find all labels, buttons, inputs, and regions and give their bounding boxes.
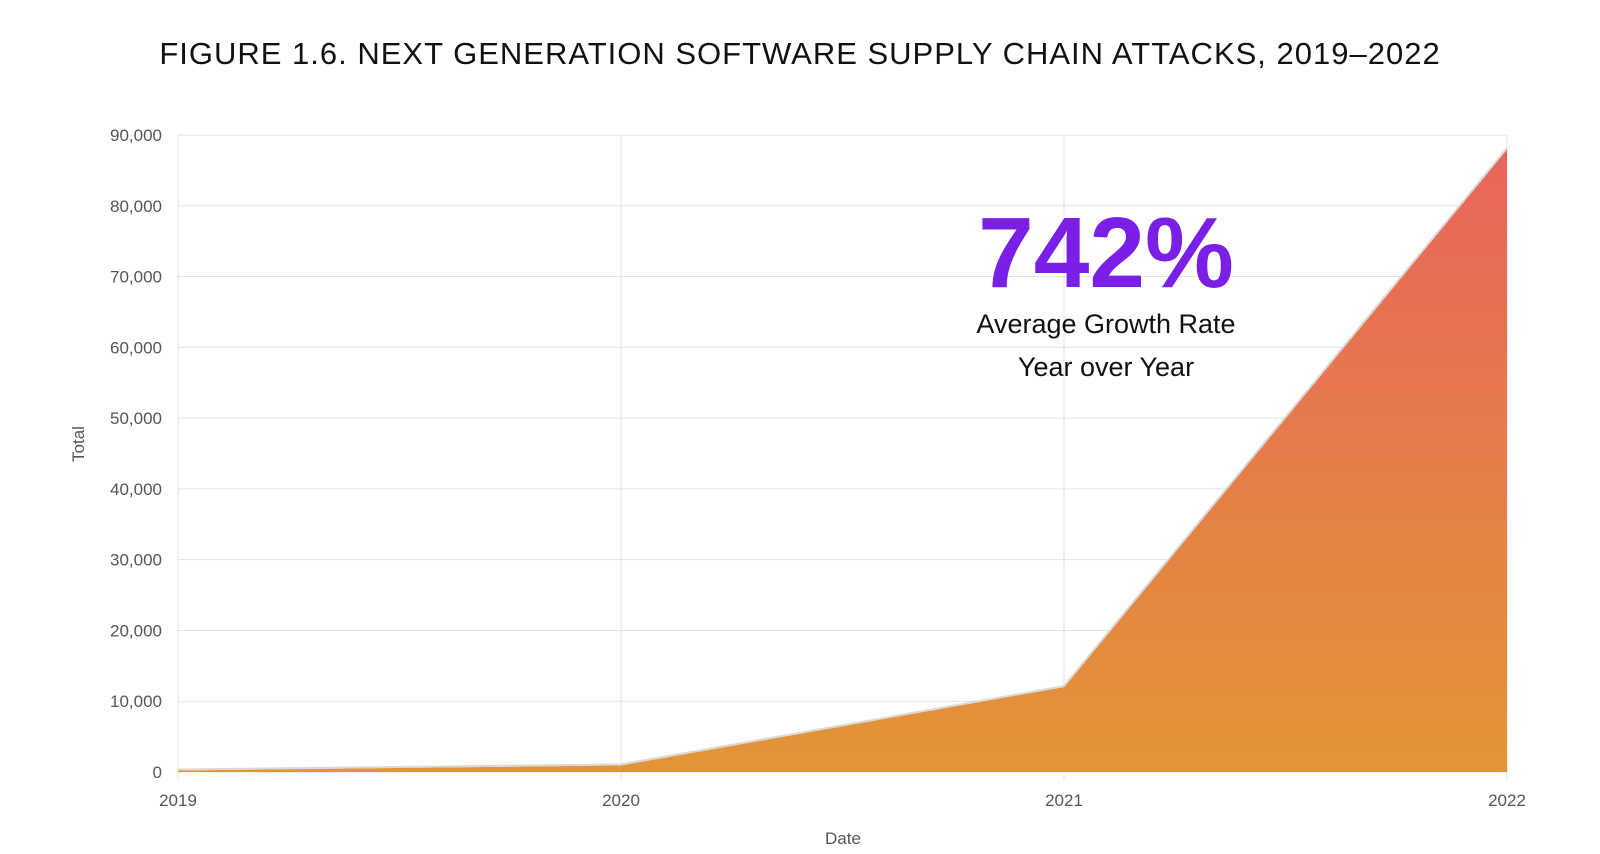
gridlines bbox=[177, 134, 1508, 780]
x-tick-label: 2021 bbox=[1045, 791, 1083, 810]
y-tick-label: 30,000 bbox=[110, 551, 162, 570]
x-axis-ticks: 2019 2020 2021 2022 bbox=[159, 791, 1526, 810]
y-axis-ticks: 0 10,000 20,000 30,000 40,000 50,000 60,000 70,… bbox=[110, 126, 162, 782]
x-tick-label: 2019 bbox=[159, 791, 197, 810]
area-fill bbox=[178, 149, 1507, 773]
growth-rate-label-line2: Year over Year bbox=[1018, 352, 1194, 382]
growth-rate-value: 742% bbox=[978, 197, 1234, 309]
series-line bbox=[177, 147, 1508, 771]
chart-title: FIGURE 1.6. NEXT GENERATION SOFTWARE SUP… bbox=[159, 36, 1441, 71]
y-tick-label: 80,000 bbox=[110, 197, 162, 216]
y-tick-label: 90,000 bbox=[110, 126, 162, 145]
y-tick-label: 10,000 bbox=[110, 692, 162, 711]
y-tick-label: 20,000 bbox=[110, 621, 162, 640]
y-tick-label: 50,000 bbox=[110, 409, 162, 428]
y-tick-label: 40,000 bbox=[110, 480, 162, 499]
x-axis-title: Date bbox=[825, 829, 861, 848]
x-tick-label: 2022 bbox=[1488, 791, 1526, 810]
y-tick-label: 0 bbox=[153, 763, 162, 782]
y-axis-title: Total bbox=[69, 426, 88, 462]
growth-rate-label-line1: Average Growth Rate bbox=[976, 309, 1235, 339]
area-series bbox=[177, 147, 1508, 773]
y-tick-label: 70,000 bbox=[110, 268, 162, 287]
x-tick-label: 2020 bbox=[602, 791, 640, 810]
y-tick-label: 60,000 bbox=[110, 338, 162, 357]
